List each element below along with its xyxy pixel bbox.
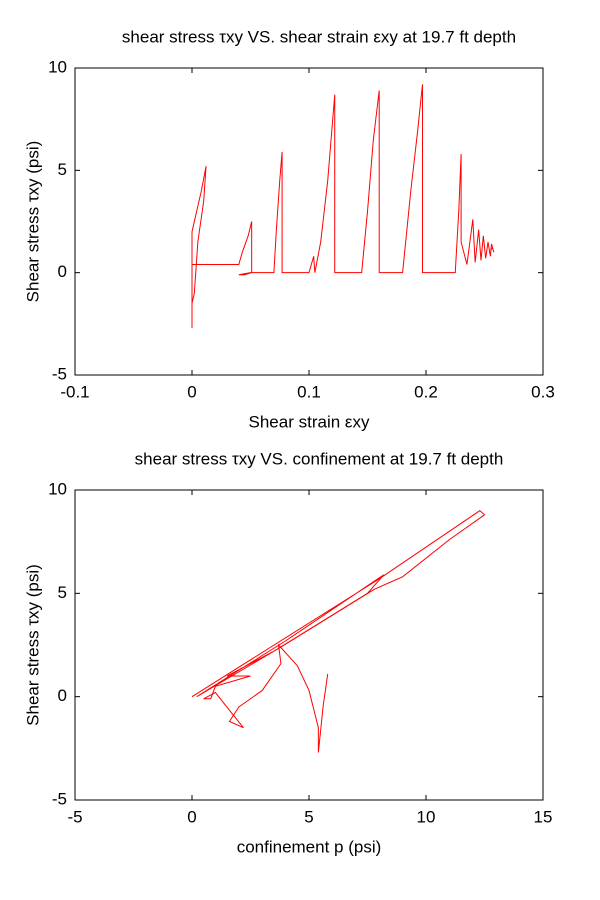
- x-axis-label: confinement p (psi): [237, 837, 382, 856]
- y-axis-label: Shear stress τxy (psi): [23, 564, 42, 726]
- data-line: [191, 510, 486, 753]
- y-tick-label: 5: [58, 160, 67, 179]
- x-tick-label: 5: [304, 807, 313, 826]
- x-tick-label: 0.3: [531, 382, 555, 401]
- x-tick-label: 0.1: [297, 382, 321, 401]
- x-tick-label: -0.1: [60, 382, 89, 401]
- y-tick-label: 0: [58, 262, 67, 281]
- y-tick-label: -5: [52, 364, 67, 383]
- y-axis-label: Shear stress τxy (psi): [23, 141, 42, 303]
- y-tick-label: 0: [58, 686, 67, 705]
- x-tick-label: 0: [187, 382, 196, 401]
- chart-title: shear stress τxy VS. confinement at 19.7…: [135, 449, 504, 468]
- x-tick-label: 10: [417, 807, 436, 826]
- x-tick-label: 0.2: [414, 382, 438, 401]
- plot-area: [74, 489, 544, 801]
- x-axis-label: Shear strain εxy: [249, 412, 370, 431]
- y-tick-label: 10: [48, 57, 67, 76]
- chart-title: shear stress τxy VS. shear strain εxy at…: [122, 27, 516, 46]
- x-tick-label: 0: [187, 807, 196, 826]
- data-line: [191, 84, 495, 328]
- y-tick-label: -5: [52, 789, 67, 808]
- x-tick-label: -5: [67, 807, 82, 826]
- y-tick-label: 5: [58, 583, 67, 602]
- y-tick-label: 10: [48, 479, 67, 498]
- x-tick-label: 15: [534, 807, 553, 826]
